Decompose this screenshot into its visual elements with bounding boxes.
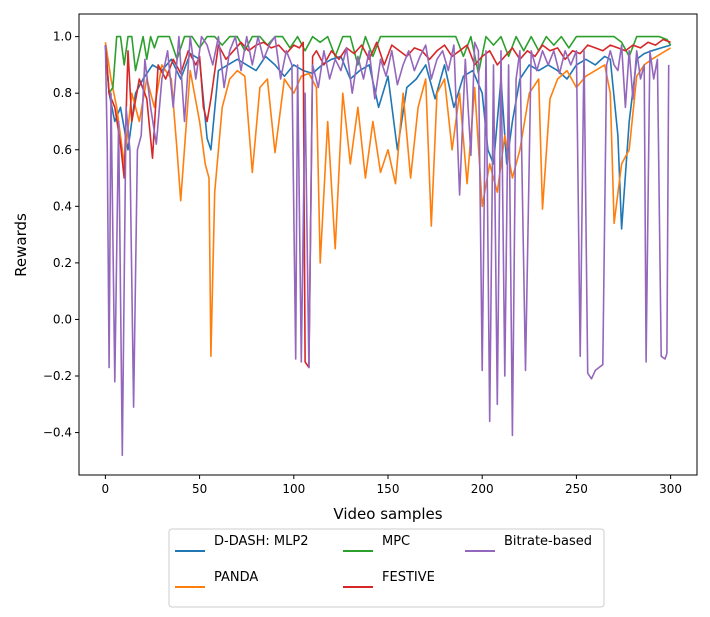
- series-line-panda: [104, 42, 672, 358]
- legend-label: D-DASH: MLP2: [214, 534, 309, 549]
- x-tick-label: 50: [192, 482, 207, 496]
- axis-ticks: 0 50 100 150 200 250 300 −0.4 −0.2 0.0 0.2 0.4 0.6 0.…: [43, 30, 682, 496]
- legend: D-DASH: MLP2 PANDA MPC FESTIVE Bitrate-based: [168, 528, 605, 608]
- x-tick-label: 0: [102, 482, 110, 496]
- x-tick-label: 200: [471, 482, 494, 496]
- x-tick-label: 250: [565, 482, 588, 496]
- x-tick-label: 100: [282, 482, 305, 496]
- series-lines: [104, 35, 672, 457]
- legend-label: FESTIVE: [382, 570, 435, 585]
- y-tick-label: −0.4: [43, 426, 72, 440]
- y-tick-label: 0.0: [53, 312, 72, 326]
- legend-label: Bitrate-based: [504, 534, 592, 549]
- legend-label: PANDA: [214, 570, 258, 585]
- x-tick-label: 150: [377, 482, 400, 496]
- series-line-bitrate-based: [104, 35, 670, 457]
- series-line-mpc: [104, 35, 672, 94]
- legend-frame: [168, 528, 605, 608]
- series-line-festive: [104, 38, 671, 369]
- y-tick-label: 0.4: [53, 199, 72, 213]
- x-tick-label: 300: [659, 482, 682, 496]
- y-tick-label: 1.0: [53, 30, 72, 44]
- legend-label: MPC: [382, 534, 410, 549]
- y-axis-title: Rewards: [12, 213, 30, 277]
- y-tick-label: 0.6: [53, 143, 72, 157]
- y-tick-label: 0.2: [53, 256, 72, 270]
- x-axis-title: Video samples: [333, 505, 442, 523]
- y-tick-label: 0.8: [53, 86, 72, 100]
- y-tick-label: −0.2: [43, 369, 72, 383]
